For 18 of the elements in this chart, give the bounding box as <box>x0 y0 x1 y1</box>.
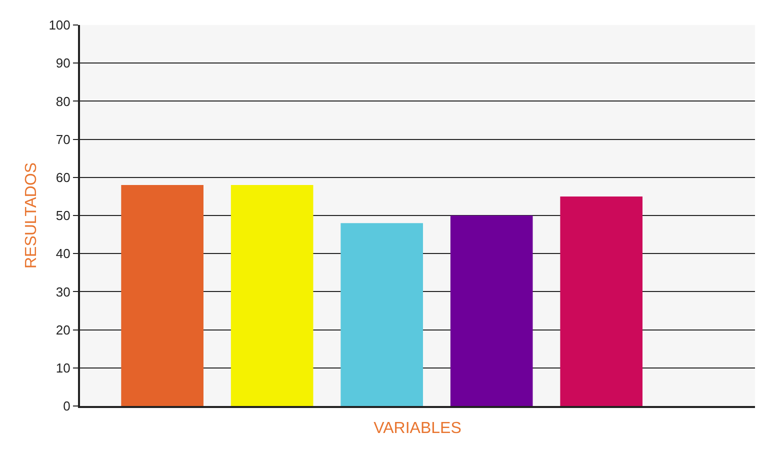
y-tick-label: 70 <box>56 132 70 147</box>
y-axis-title: RESULTADOS <box>23 162 40 269</box>
y-tick-label: 10 <box>56 360 70 376</box>
bar <box>450 216 533 406</box>
y-tick-label: 0 <box>63 398 70 414</box>
y-tick-label: 50 <box>56 208 70 224</box>
y-tick-label: 90 <box>56 56 70 71</box>
y-tick-label: 60 <box>56 170 70 185</box>
x-axis-title: VARIABLES <box>374 420 462 437</box>
y-tick-label: 80 <box>56 94 70 109</box>
bar <box>340 223 423 406</box>
bar <box>230 185 314 406</box>
y-tick-label: 20 <box>56 322 70 338</box>
y-tick-label: 100 <box>48 18 70 33</box>
bar <box>121 185 204 406</box>
y-tick-label: 40 <box>56 246 70 262</box>
y-tick-label: 30 <box>56 284 70 300</box>
bar <box>560 196 642 406</box>
